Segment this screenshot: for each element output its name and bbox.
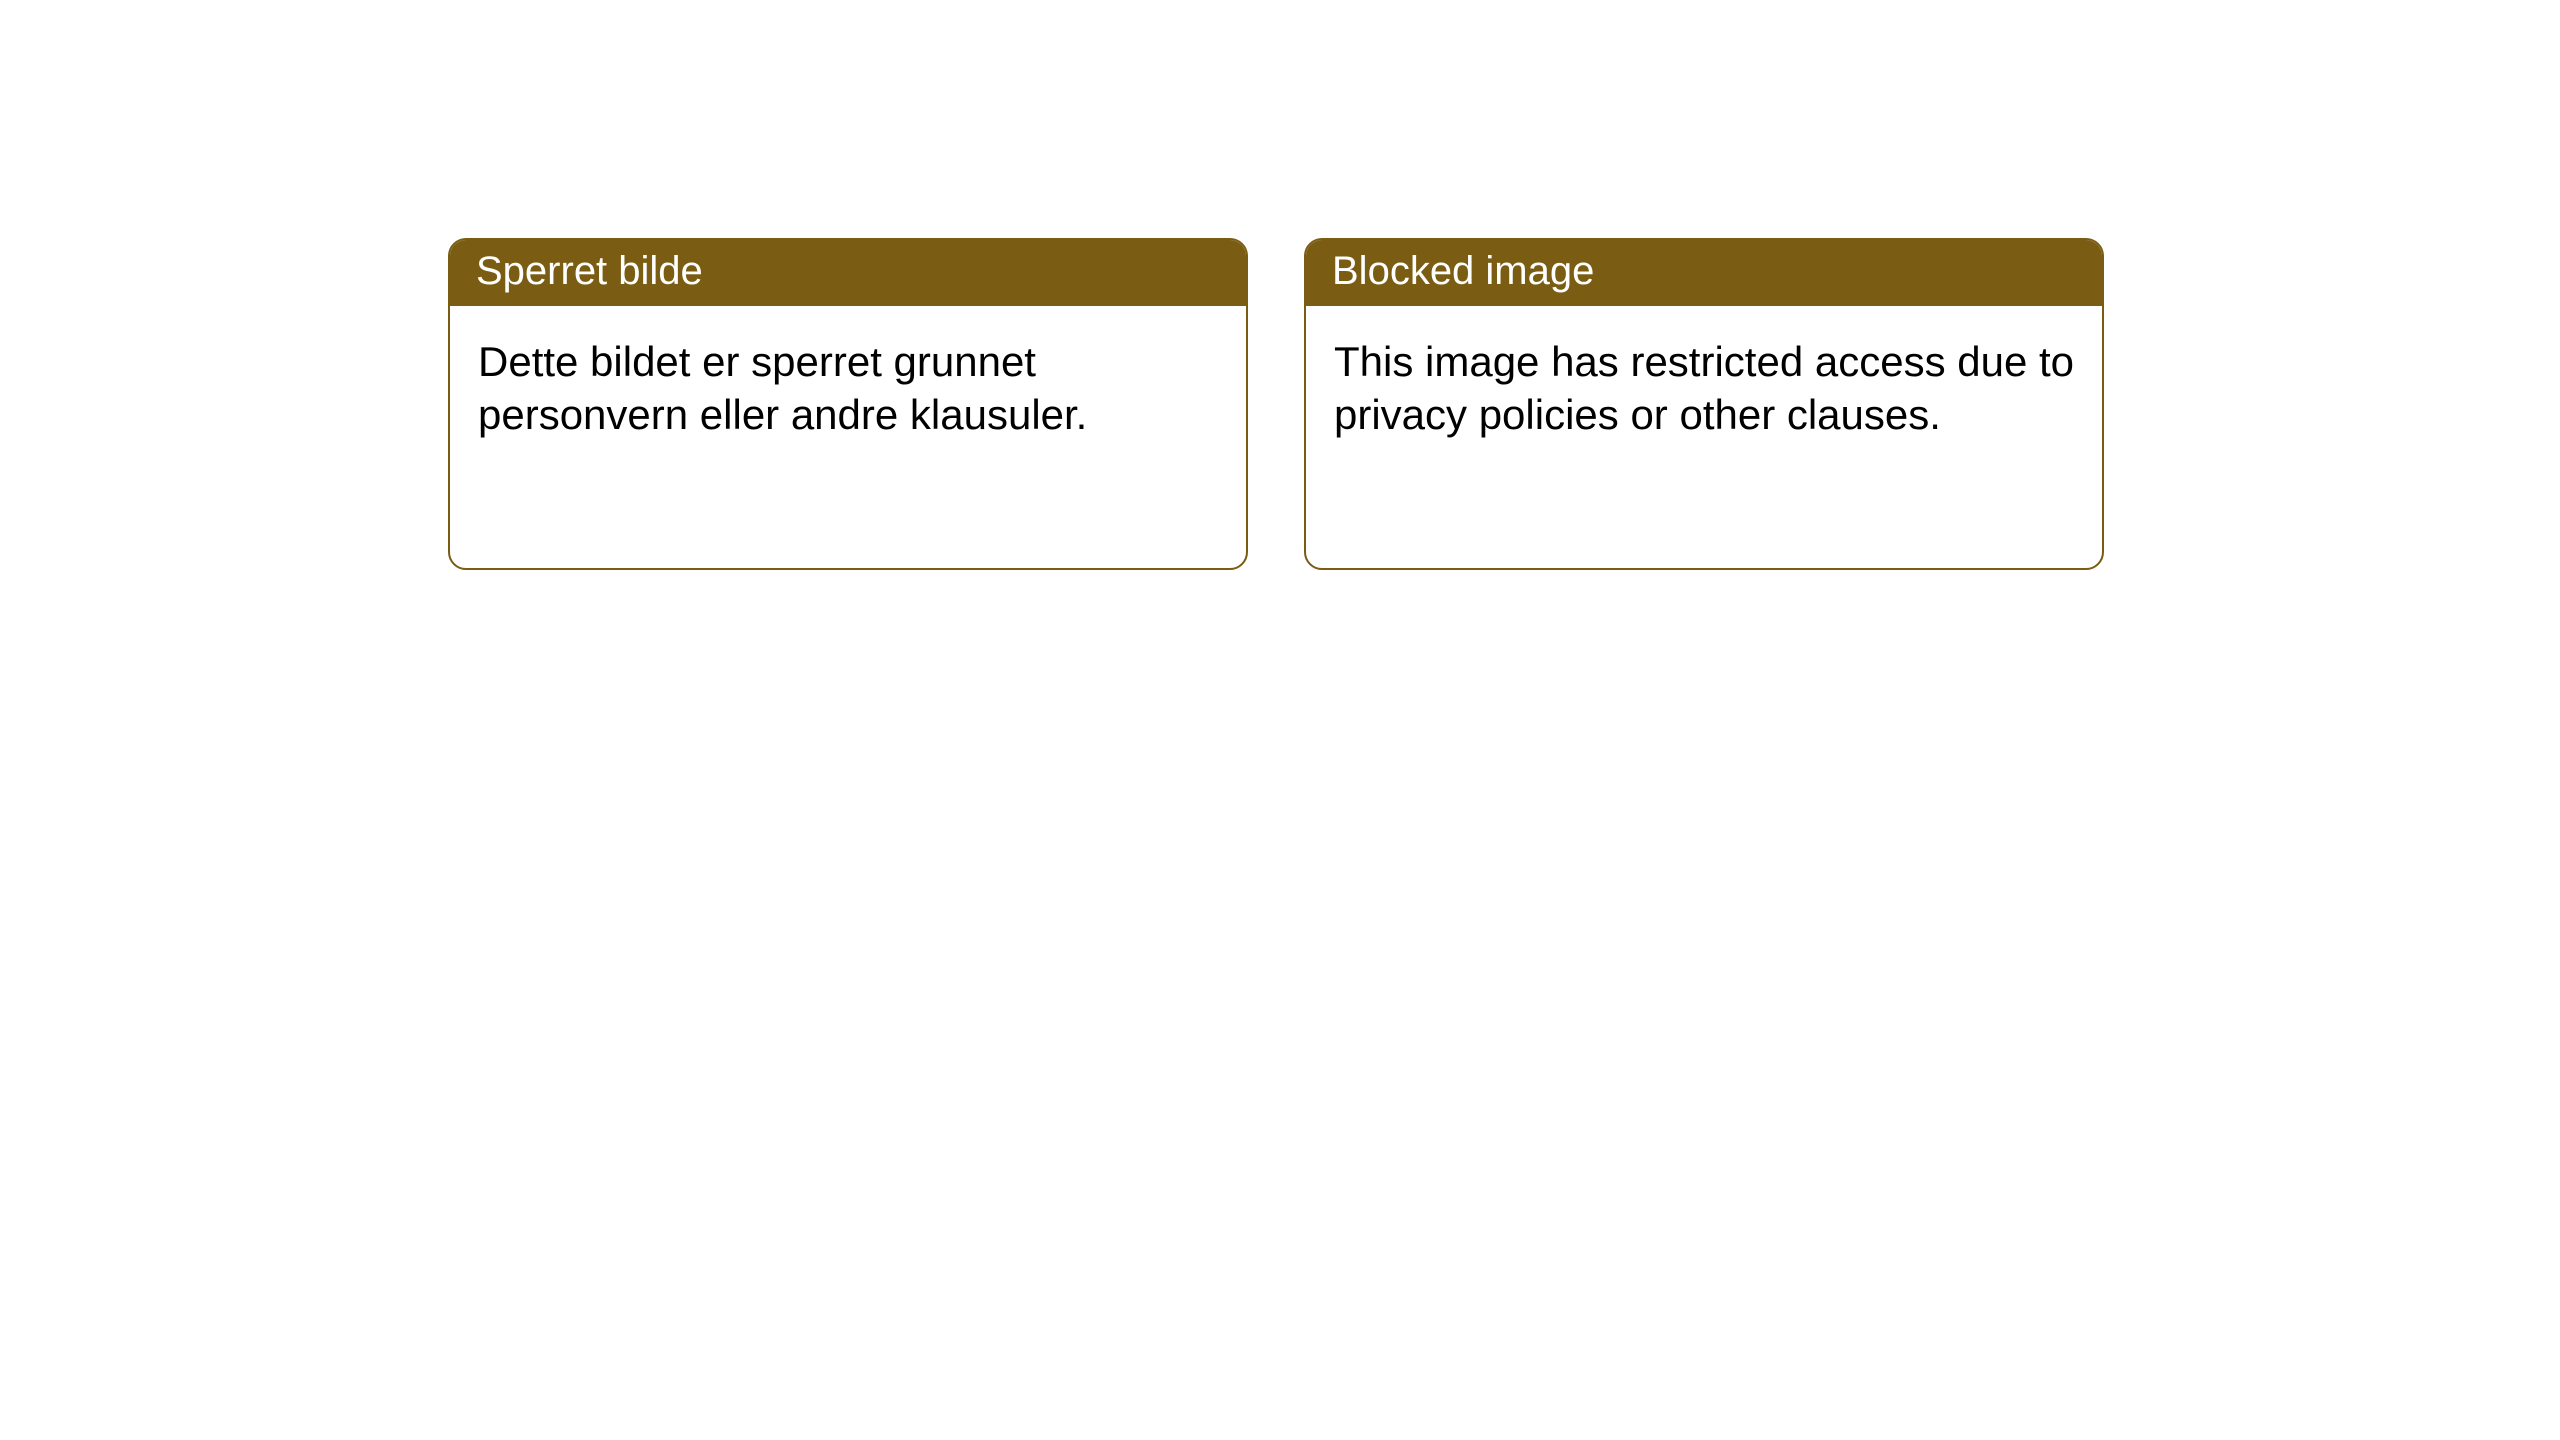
notice-title: Blocked image bbox=[1332, 249, 1594, 293]
notice-header: Sperret bilde bbox=[450, 240, 1246, 306]
notice-box-english: Blocked image This image has restricted … bbox=[1304, 238, 2104, 570]
notice-header: Blocked image bbox=[1306, 240, 2102, 306]
notice-body: Dette bildet er sperret grunnet personve… bbox=[450, 306, 1246, 471]
notice-box-norwegian: Sperret bilde Dette bildet er sperret gr… bbox=[448, 238, 1248, 570]
notice-container: Sperret bilde Dette bildet er sperret gr… bbox=[448, 238, 2104, 570]
notice-body-text: Dette bildet er sperret grunnet personve… bbox=[478, 338, 1087, 438]
notice-body-text: This image has restricted access due to … bbox=[1334, 338, 2074, 438]
notice-title: Sperret bilde bbox=[476, 249, 703, 293]
notice-body: This image has restricted access due to … bbox=[1306, 306, 2102, 471]
